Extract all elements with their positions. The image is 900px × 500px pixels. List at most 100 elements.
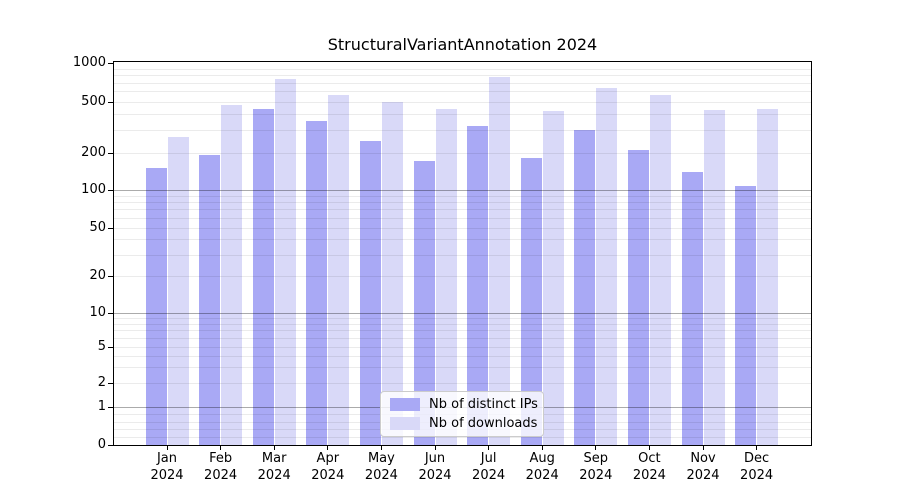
bar-downloads-sep: [596, 87, 618, 445]
x-tick-label-dec: Dec 2024: [740, 451, 774, 483]
gridline-minor-20: [114, 276, 811, 277]
x-tick-mark-jul: [488, 446, 490, 450]
x-tick-label-jul: Jul 2024: [472, 451, 506, 483]
bar-distinct-ips-jun: [413, 161, 435, 445]
gridline-minor-60: [114, 217, 811, 219]
gridline-minor-900: [114, 68, 811, 70]
x-tick-mark-dec: [756, 446, 758, 450]
gridline-minor-2: [114, 383, 811, 385]
gridline-minor-70: [114, 209, 811, 211]
bar-distinct-ips-jul: [467, 126, 489, 445]
gridline-minor-7: [114, 330, 811, 332]
bar-distinct-ips-sep: [574, 130, 596, 445]
y-tick-label-1000: 1000: [72, 55, 106, 70]
bar-downloads-dec: [757, 108, 779, 445]
y-tick-label-20: 20: [89, 268, 106, 283]
y-tick-mark-500: [108, 101, 113, 103]
x-tick-mark-jun: [434, 446, 436, 450]
bar-distinct-ips-feb: [199, 155, 221, 445]
bars-layer: [114, 62, 811, 445]
legend-label-downloads: Nb of downloads: [429, 415, 538, 431]
legend-label-distinct-ips: Nb of distinct IPs: [429, 397, 538, 413]
y-tick-label-0: 0: [97, 436, 106, 452]
gridline-minor-30: [114, 254, 811, 256]
gridline-minor-0.2: [114, 436, 811, 438]
legend-swatch-distinct-ips: [390, 398, 420, 412]
y-tick-label-100: 100: [81, 182, 106, 197]
legend-swatch-downloads: [390, 416, 420, 430]
legend: Nb of distinct IPs Nb of downloads: [380, 391, 544, 437]
bar-downloads-may: [381, 101, 403, 445]
y-tick-label-500: 500: [81, 93, 106, 109]
gridline-minor-5: [114, 346, 811, 348]
gridline-minor-300: [114, 130, 811, 131]
x-tick-mark-jan: [166, 446, 168, 450]
plot-area: [113, 61, 812, 446]
bar-distinct-ips-jan: [145, 168, 167, 445]
bar-distinct-ips-oct: [627, 149, 649, 445]
y-tick-mark-100: [108, 190, 113, 191]
bar-downloads-nov: [703, 110, 725, 445]
x-tick-label-jun: Jun 2024: [418, 451, 452, 483]
bar-distinct-ips-dec: [735, 186, 757, 445]
x-tick-label-may: May 2024: [364, 451, 398, 483]
bar-downloads-jan: [167, 136, 189, 445]
gridline-minor-600: [114, 91, 811, 93]
x-tick-mark-sep: [595, 446, 597, 450]
x-tick-label-sep: Sep 2024: [579, 451, 613, 483]
x-tick-label-feb: Feb 2024: [204, 451, 238, 483]
y-tick-mark-50: [108, 227, 113, 229]
y-tick-label-10: 10: [89, 304, 106, 320]
bar-downloads-jul: [489, 76, 511, 445]
y-tick-mark-0: [108, 444, 113, 446]
gridline-major-100: [114, 190, 811, 191]
x-tick-label-apr: Apr 2024: [311, 451, 345, 483]
gridline-minor-800: [114, 75, 811, 77]
chart-title: StructuralVariantAnnotation 2024: [327, 35, 598, 54]
x-tick-mark-feb: [220, 446, 222, 450]
gridline-minor-9: [114, 317, 811, 319]
x-tick-mark-aug: [541, 446, 543, 450]
x-tick-label-nov: Nov 2024: [686, 451, 720, 483]
y-tick-mark-5: [108, 346, 113, 348]
gridline-minor-50: [114, 227, 811, 229]
gridline-minor-400: [114, 114, 811, 115]
y-tick-label-5: 5: [97, 338, 106, 354]
gridline-minor-500: [114, 101, 811, 103]
x-tick-mark-oct: [648, 446, 650, 450]
bar-downloads-apr: [328, 95, 350, 445]
grid-layer: [114, 62, 811, 445]
legend-item-downloads: Nb of downloads: [390, 416, 543, 431]
gridline-minor-700: [114, 82, 811, 84]
x-tick-mark-apr: [327, 446, 329, 450]
bar-downloads-jun: [435, 108, 457, 445]
gridline-minor-40: [114, 239, 811, 241]
y-tick-label-1: 1: [97, 398, 106, 414]
bar-distinct-ips-apr: [306, 121, 328, 445]
bar-distinct-ips-may: [359, 141, 381, 445]
gridline-minor-3: [114, 367, 811, 369]
y-tick-label-200: 200: [81, 144, 106, 160]
x-tick-label-jan: Jan 2024: [150, 451, 184, 483]
gridline-minor-8: [114, 323, 811, 325]
bar-downloads-aug: [542, 111, 564, 445]
x-tick-label-mar: Mar 2024: [257, 451, 291, 483]
bar-downloads-mar: [274, 79, 296, 445]
gridline-minor-4: [114, 355, 811, 357]
x-tick-mark-nov: [702, 446, 704, 450]
y-tick-mark-20: [108, 276, 113, 277]
gridline-major-10: [114, 312, 811, 314]
bar-distinct-ips-aug: [520, 158, 542, 445]
y-tick-label-2: 2: [97, 375, 106, 391]
y-tick-mark-2: [108, 383, 113, 385]
bar-distinct-ips-mar: [252, 109, 274, 445]
gridline-minor-90: [114, 195, 811, 197]
legend-item-distinct-ips: Nb of distinct IPs: [390, 397, 543, 412]
gridline-minor-200: [114, 152, 811, 154]
x-tick-label-oct: Oct 2024: [632, 451, 666, 483]
bar-distinct-ips-nov: [681, 171, 703, 445]
gridline-minor-6: [114, 337, 811, 339]
y-tick-mark-200: [108, 152, 113, 154]
gridline-minor-80: [114, 202, 811, 204]
